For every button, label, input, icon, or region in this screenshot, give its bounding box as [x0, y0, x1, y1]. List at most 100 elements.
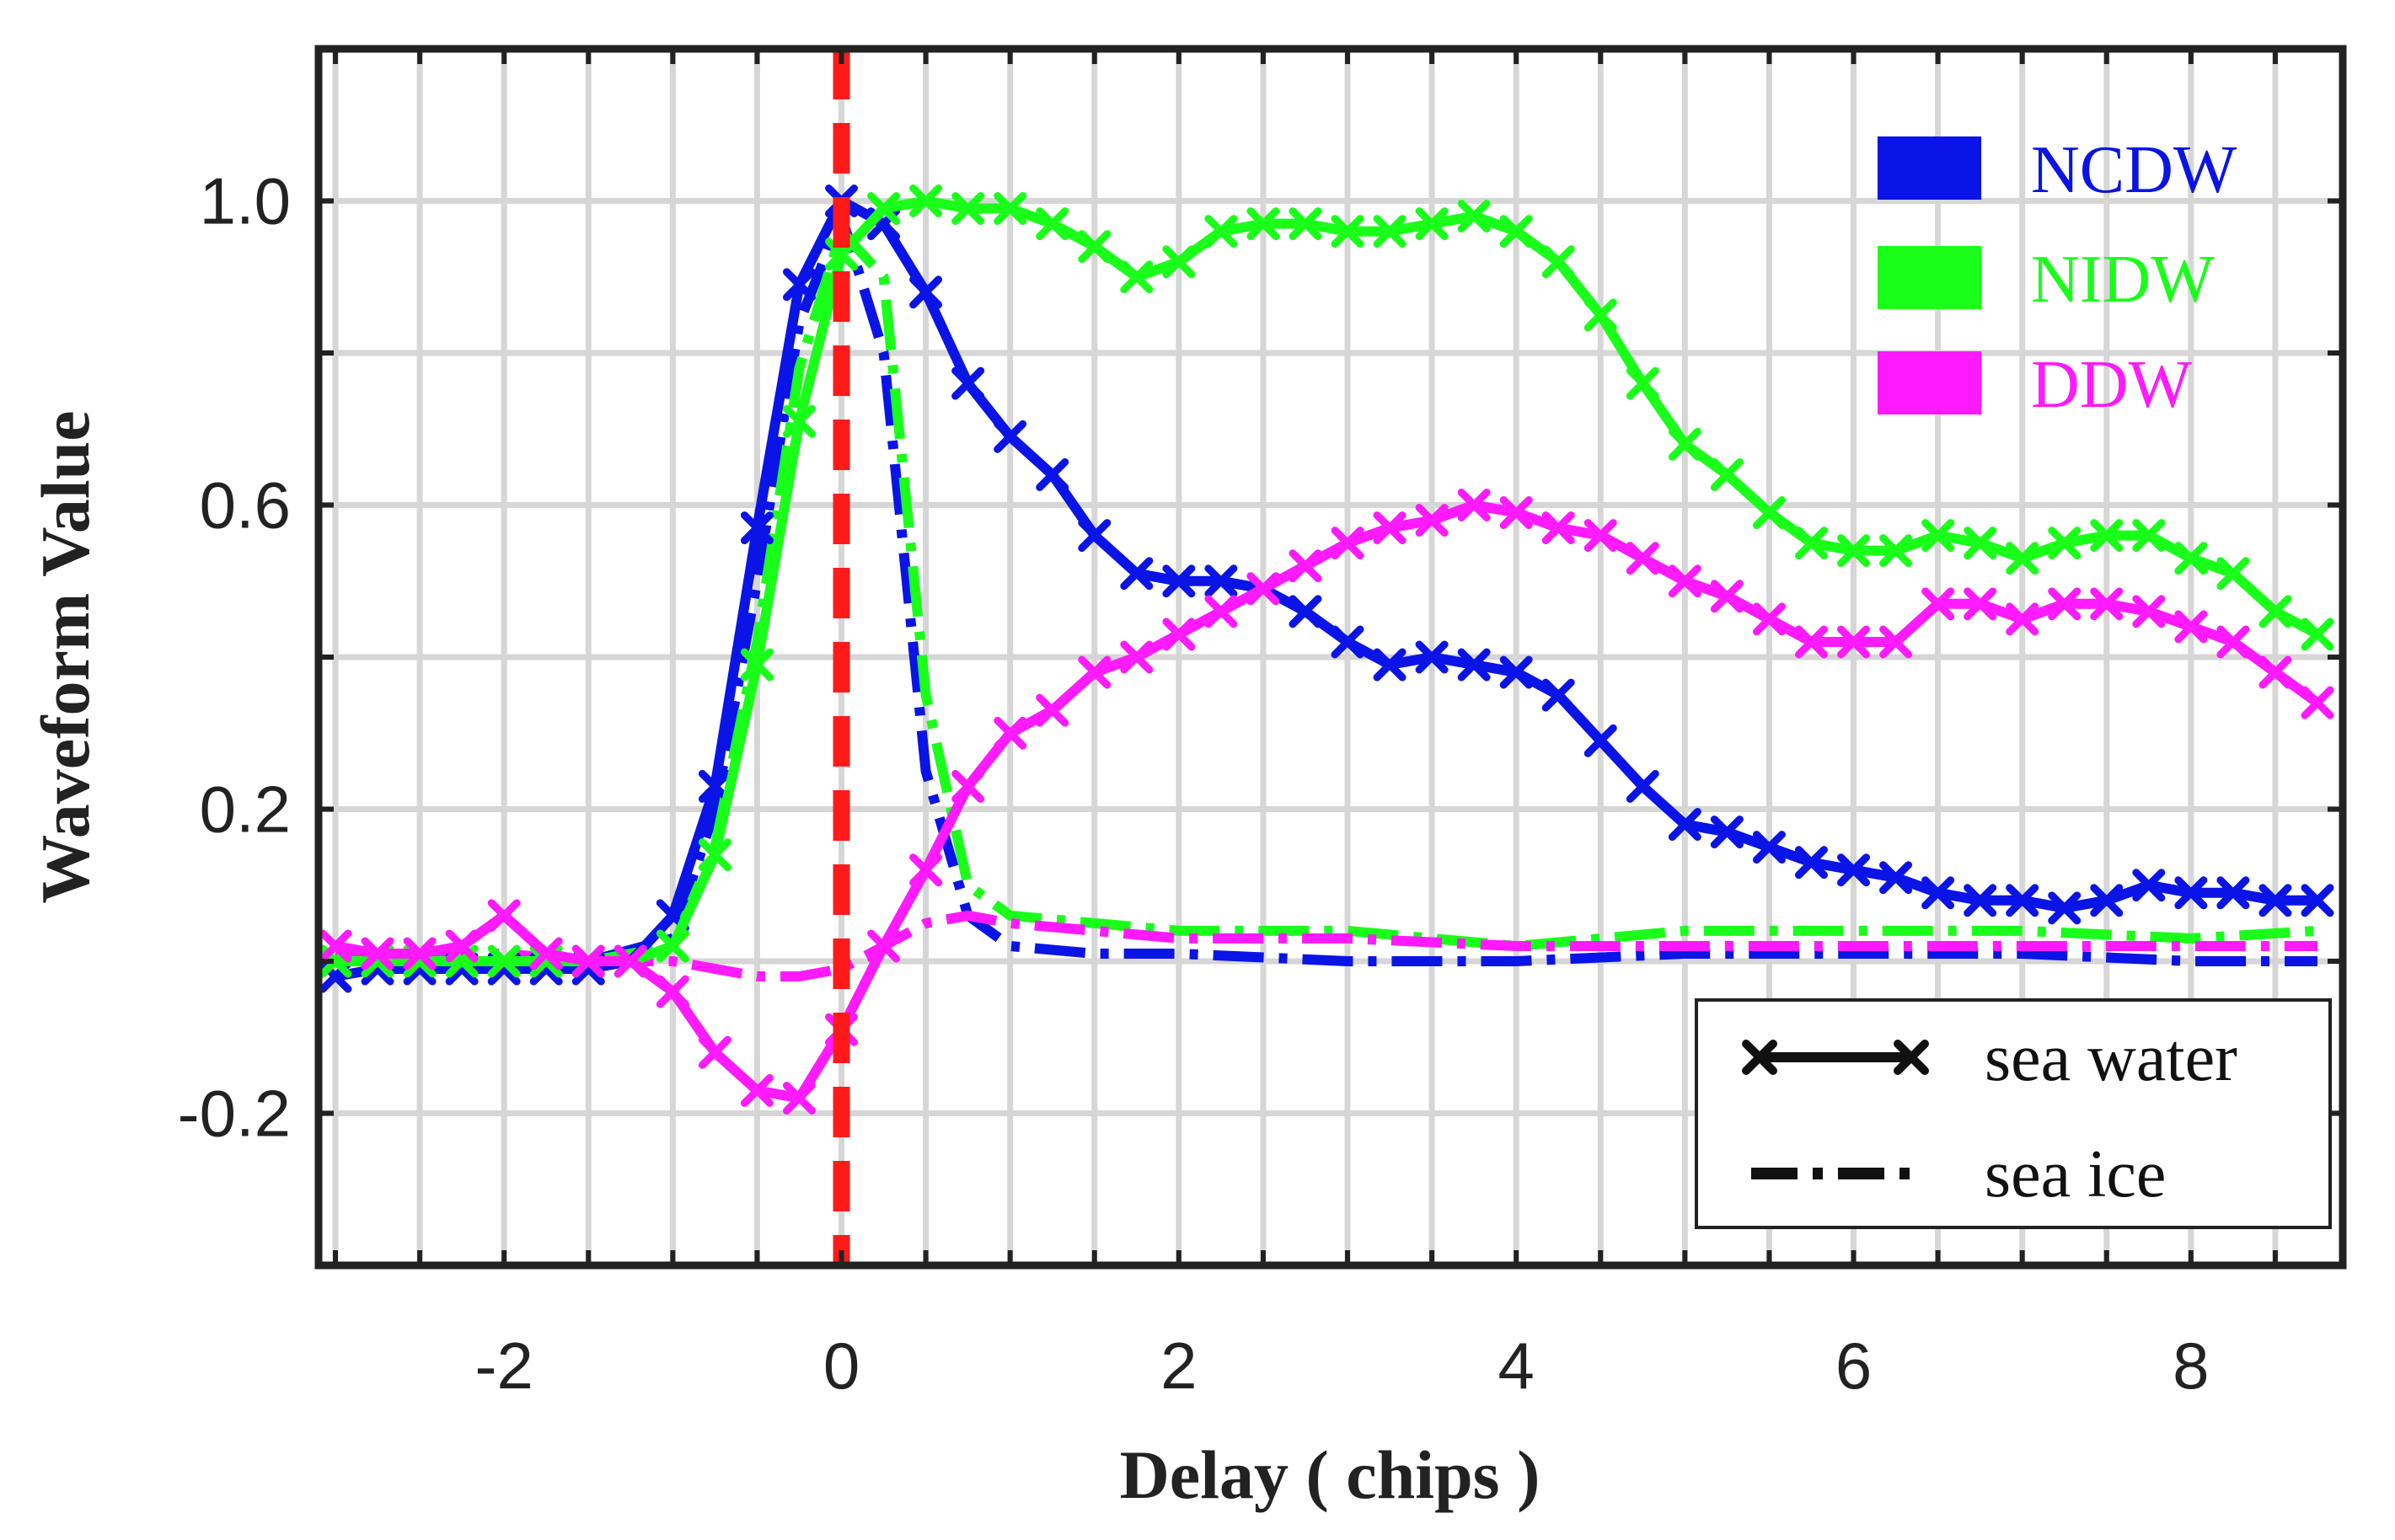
data-point	[1541, 245, 1575, 279]
data-point	[1964, 587, 1997, 621]
data-point	[1078, 230, 1112, 264]
y-tick-label: -0.2	[178, 1077, 291, 1151]
data-point	[994, 420, 1027, 453]
data-point	[782, 404, 816, 438]
data-point	[1583, 519, 1617, 553]
data-point	[1626, 366, 1659, 400]
x-tick-label: 0	[823, 1329, 860, 1403]
data-point	[1120, 557, 1154, 591]
series-layer	[319, 184, 2334, 1115]
data-point	[782, 268, 816, 302]
legend-label: sea water	[1985, 1021, 2237, 1095]
data-point	[951, 366, 985, 400]
data-point	[2258, 884, 2292, 917]
data-point	[2301, 686, 2334, 719]
data-point	[1246, 572, 1280, 606]
legend-label: NIDW	[2031, 243, 2215, 317]
data-point	[1921, 519, 1955, 553]
data-point	[782, 1081, 816, 1115]
data-point	[2132, 869, 2166, 902]
data-point	[1752, 602, 1786, 636]
legend-entry-sea-water: sea water	[1742, 1021, 2237, 1095]
x-tick-label: -2	[475, 1329, 533, 1403]
data-point	[740, 511, 774, 545]
data-point	[487, 899, 521, 933]
data-point	[1289, 595, 1322, 628]
data-point	[1794, 625, 1828, 659]
data-point	[571, 944, 605, 978]
data-point	[1879, 625, 1913, 659]
data-point	[698, 838, 731, 872]
data-point	[1668, 564, 1701, 598]
data-point	[1457, 489, 1491, 521]
data-point	[1794, 846, 1828, 880]
x-tick-label: 2	[1160, 1329, 1197, 1403]
data-point	[1583, 724, 1617, 757]
legend-swatch	[1878, 136, 1981, 200]
data-point	[2301, 884, 2334, 917]
data-point	[1457, 648, 1491, 682]
color-legend: NCDW NIDW DDW	[1878, 133, 2237, 422]
data-point	[1879, 534, 1913, 568]
data-point	[1837, 625, 1871, 659]
data-point	[2048, 891, 2082, 925]
data-point	[1331, 215, 1364, 249]
data-point	[1583, 298, 1617, 332]
data-point	[1752, 831, 1786, 864]
y-tick-label: 0.6	[200, 468, 291, 543]
data-point	[867, 929, 901, 963]
data-point	[2048, 527, 2082, 560]
legend-entry-sea-ice: sea ice	[1751, 1137, 2166, 1211]
data-point	[1541, 678, 1575, 712]
data-point	[1289, 549, 1322, 583]
data-point	[1921, 876, 1955, 910]
legend-label: NCDW	[2031, 133, 2237, 207]
data-point	[1036, 693, 1069, 727]
data-point	[2090, 519, 2124, 553]
data-point	[951, 192, 985, 226]
data-point	[1752, 496, 1786, 530]
legend-entry-ncdw: NCDW	[1878, 133, 2237, 207]
data-point	[1036, 207, 1069, 241]
data-point	[1415, 640, 1449, 674]
y-axis-label: Waveform Value	[27, 410, 104, 903]
data-point	[994, 716, 1027, 750]
x-tick-label: 6	[1835, 1329, 1872, 1403]
data-point	[1078, 519, 1112, 553]
data-point	[1626, 542, 1659, 575]
data-point	[2048, 587, 2082, 621]
data-point	[2216, 625, 2250, 659]
data-point	[2174, 876, 2208, 910]
data-point	[1120, 260, 1154, 294]
data-point	[2258, 655, 2292, 689]
legend-entry-nidw: NIDW	[1878, 243, 2215, 317]
data-point	[951, 769, 985, 803]
data-point	[2216, 557, 2250, 591]
data-point	[656, 929, 689, 963]
data-point	[1879, 861, 1913, 895]
data-point	[361, 937, 394, 971]
data-point	[656, 975, 689, 1008]
data-point	[1415, 207, 1449, 241]
legend-entry-ddw: DDW	[1878, 348, 2193, 422]
y-tick-label: 1.0	[200, 164, 291, 238]
axis-ticks	[319, 46, 2343, 1268]
data-point	[1541, 511, 1575, 545]
data-point	[403, 937, 437, 971]
legend-label: sea ice	[1985, 1137, 2166, 1211]
series-ddw-sea-ice	[335, 910, 2317, 981]
data-point	[2090, 884, 2124, 917]
data-point	[1794, 527, 1828, 560]
data-point	[2006, 542, 2039, 575]
data-point	[1162, 245, 1196, 279]
legend-swatch	[1878, 351, 1981, 414]
data-point	[909, 275, 943, 309]
data-point	[319, 929, 352, 963]
data-point	[1204, 215, 1238, 249]
data-point	[613, 944, 647, 978]
legend-marker-x	[1894, 1040, 1929, 1075]
data-point	[909, 853, 943, 887]
data-point	[1710, 815, 1744, 849]
data-point	[1373, 215, 1406, 249]
